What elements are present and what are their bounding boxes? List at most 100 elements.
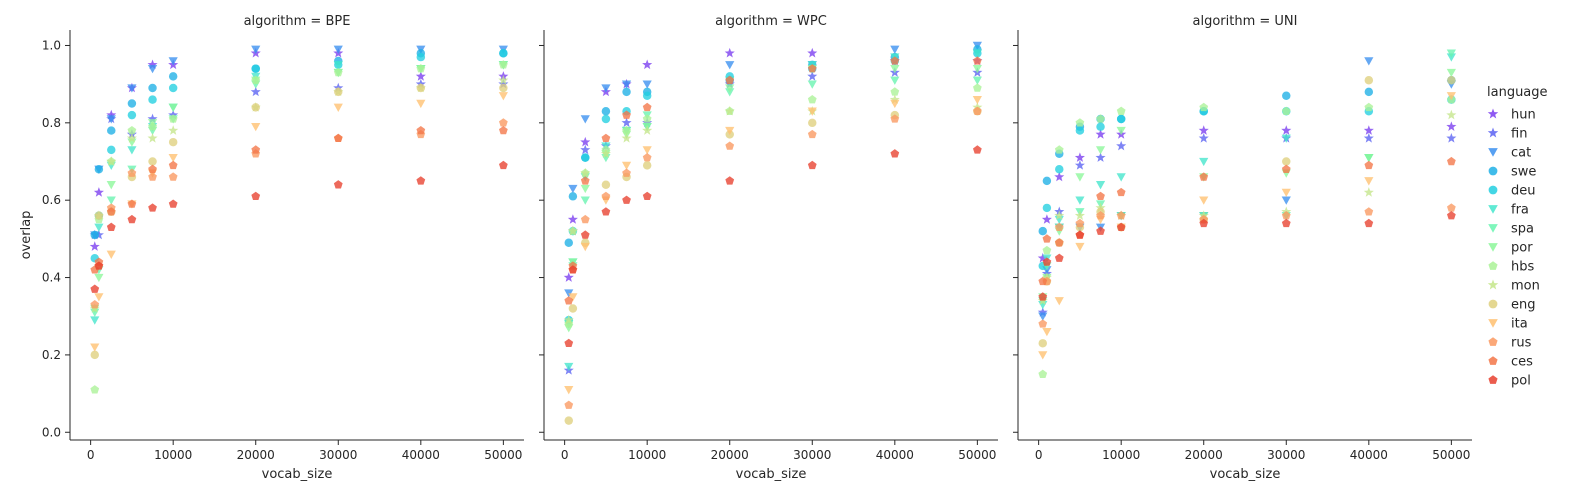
legend-label: fra: [1511, 203, 1529, 218]
data-point-ces: [333, 133, 343, 143]
data-point-pol: [416, 176, 426, 185]
data-point-deu: [1055, 165, 1064, 174]
data-point-hun: [89, 241, 100, 251]
data-point-por: [890, 65, 900, 74]
data-point-fin: [1363, 133, 1374, 143]
data-point-deu: [107, 145, 116, 155]
x-axis-label: vocab_size: [262, 467, 333, 482]
data-point-rus: [1075, 218, 1085, 228]
data-point-rus: [127, 168, 137, 177]
data-point-eng: [642, 161, 652, 170]
data-point-hbs: [890, 87, 900, 96]
data-point-fra: [1095, 181, 1106, 190]
data-point-ces: [580, 176, 590, 185]
data-point-por: [106, 181, 116, 190]
legend-label: ces: [1511, 355, 1533, 370]
data-point-pol: [1281, 218, 1291, 228]
data-point-ces: [127, 199, 137, 208]
data-point-deu: [601, 114, 611, 124]
data-point-hbs: [90, 385, 100, 394]
data-point-pol: [580, 230, 590, 239]
data-point-por: [1095, 146, 1106, 155]
legend-label: fin: [1511, 127, 1527, 142]
data-point-fin: [498, 78, 509, 89]
data-point-ita: [1075, 242, 1085, 252]
panel-2: algorithm = UNI 0 10000 20000 30000 40000 5000…: [1013, 14, 1472, 482]
data-point-deu: [1116, 114, 1126, 124]
data-point-ita: [1199, 196, 1209, 205]
panels: algorithm = BPE 0 10000 20000 30000 40000 5000…: [19, 14, 1472, 482]
data-point-rus: [972, 106, 982, 115]
data-point-cat: [621, 80, 632, 89]
data-point-por: [1364, 153, 1374, 163]
legend-marker: [1487, 108, 1499, 119]
data-point-deu: [1042, 203, 1052, 213]
data-point-mon: [1363, 187, 1374, 197]
data-point-ces: [807, 64, 817, 73]
data-point-cat: [580, 115, 590, 124]
data-point-fin: [1037, 307, 1048, 317]
data-point-hbs: [168, 114, 178, 123]
data-point-eng: [251, 103, 260, 112]
x-tick-label: 10000: [154, 448, 192, 462]
data-point-spa: [890, 76, 900, 85]
data-point-ces: [972, 56, 982, 65]
data-point-hbs: [972, 83, 982, 92]
legend-label: deu: [1511, 184, 1536, 199]
panel-title: algorithm = WPC: [715, 14, 827, 29]
legend-item-ita: ita: [1488, 317, 1528, 332]
legend-item-fra: fra: [1488, 203, 1529, 218]
data-point-spa: [106, 196, 116, 205]
data-point-hbs: [642, 114, 652, 123]
data-point-pol: [1038, 292, 1048, 301]
x-tick-label: 0: [561, 448, 569, 462]
data-point-rus: [90, 300, 100, 309]
data-point-ita: [972, 95, 982, 105]
data-point-spa: [1446, 49, 1456, 58]
data-point-pol: [1446, 211, 1456, 220]
data-point-ita: [1038, 351, 1048, 360]
data-point-eng: [601, 180, 611, 189]
data-point-eng: [1038, 339, 1047, 348]
data-point-mon: [1446, 109, 1457, 120]
data-point-por: [972, 65, 982, 74]
data-points: [1037, 49, 1457, 378]
y-tick-label: 0.2: [42, 348, 61, 362]
data-point-fin: [1116, 140, 1127, 151]
x-tick-label: 10000: [628, 448, 666, 462]
data-point-cat: [333, 45, 343, 54]
data-point-swe: [127, 99, 137, 108]
data-point-ces: [601, 133, 611, 143]
data-point-fra: [333, 61, 343, 70]
data-point-hun: [1074, 152, 1085, 162]
data-point-fra: [1281, 134, 1291, 143]
data-point-eng: [1447, 76, 1456, 85]
data-point-ita: [498, 92, 508, 101]
data-point-pol: [622, 195, 631, 204]
legend-label: spa: [1511, 222, 1534, 237]
legend-marker: [1488, 205, 1498, 214]
data-point-hun: [93, 187, 104, 197]
data-point-ces: [498, 125, 508, 135]
legend-marker: [1488, 243, 1498, 252]
data-point-mon: [498, 74, 509, 85]
data-point-mon: [1095, 202, 1106, 213]
legend-marker: [1488, 261, 1498, 270]
data-point-deu: [251, 64, 260, 73]
data-point-pol: [642, 191, 652, 201]
legend-label: rus: [1511, 336, 1532, 351]
data-points: [563, 41, 983, 425]
data-point-ita: [725, 126, 735, 136]
legend-label: cat: [1511, 146, 1531, 161]
data-point-eng: [499, 83, 508, 93]
data-point-rus: [890, 114, 900, 123]
data-point-fra: [1075, 196, 1085, 205]
data-point-deu: [127, 110, 137, 120]
x-tick-label: 40000: [402, 448, 440, 462]
data-point-spa: [580, 196, 590, 205]
data-point-cat: [168, 57, 178, 66]
data-point-ces: [1446, 156, 1456, 166]
data-point-pol: [168, 199, 178, 208]
data-point-swe: [1282, 91, 1291, 100]
